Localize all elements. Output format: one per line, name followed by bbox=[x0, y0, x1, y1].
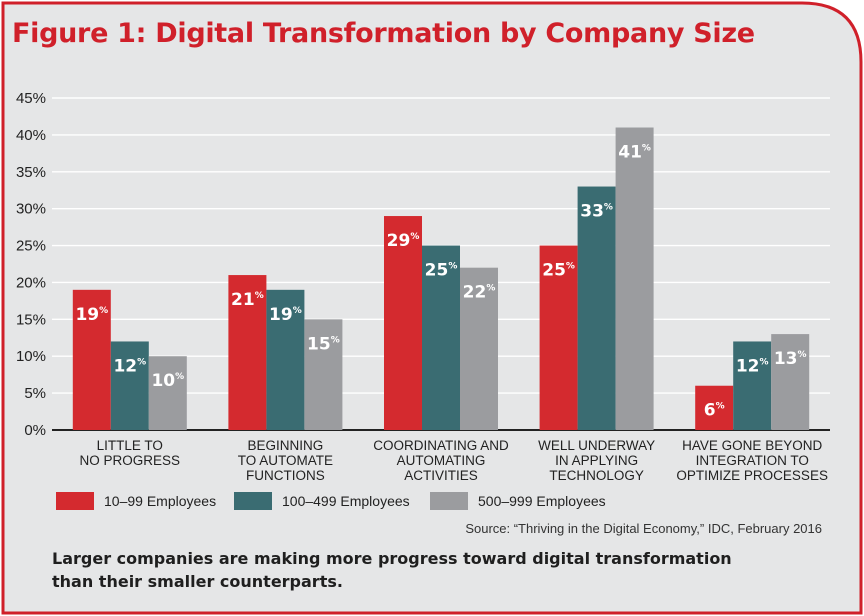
legend-label-10-99: 10–99 Employees bbox=[104, 493, 217, 509]
bar bbox=[422, 245, 460, 430]
bar bbox=[304, 319, 343, 430]
y-tick-label: 10% bbox=[16, 348, 46, 365]
bar bbox=[266, 289, 305, 430]
bar-value-label: 15% bbox=[307, 334, 340, 354]
bar bbox=[615, 127, 654, 430]
bar bbox=[148, 356, 187, 430]
legend-label-100-499: 100–499 Employees bbox=[282, 493, 410, 509]
bar bbox=[228, 275, 267, 430]
caption-line-1: Larger companies are making more progres… bbox=[52, 549, 732, 568]
x-tick-label: COORDINATING AND AUTOMATING ACTIVITIES bbox=[373, 438, 509, 483]
y-tick-label: 0% bbox=[24, 422, 46, 439]
bar-value-label: 33% bbox=[580, 202, 613, 222]
bar-value-label: 12% bbox=[736, 356, 769, 376]
bar bbox=[384, 216, 422, 430]
bar-value-label: 41% bbox=[618, 143, 651, 163]
bar-value-label: 22% bbox=[463, 283, 496, 303]
bar bbox=[110, 341, 149, 430]
y-tick-label: 5% bbox=[24, 385, 46, 402]
x-tick-label: WELL UNDERWAY IN APPLYING TECHNOLOGY bbox=[538, 438, 655, 483]
bar-value-label: 19% bbox=[269, 305, 302, 325]
bar bbox=[577, 186, 616, 430]
source-note: Source: “Thriving in the Digital Economy… bbox=[465, 521, 822, 536]
bar-value-label: 13% bbox=[774, 349, 807, 369]
bar-value-label: 19% bbox=[75, 305, 108, 325]
y-tick-label: 35% bbox=[16, 164, 46, 181]
y-tick-label: 45% bbox=[16, 90, 46, 107]
chart-title: Figure 1: Digital Transformation by Comp… bbox=[12, 18, 755, 49]
bar-value-label: 25% bbox=[425, 261, 458, 281]
bar-value-label: 6% bbox=[704, 401, 725, 421]
legend-item-500-999: 500–999 Employees bbox=[430, 492, 606, 510]
y-tick-label: 20% bbox=[16, 274, 46, 291]
bar-value-label: 25% bbox=[542, 261, 575, 281]
bar-value-label: 12% bbox=[113, 356, 146, 376]
bar bbox=[460, 267, 498, 430]
bar bbox=[733, 341, 772, 430]
y-tick-label: 30% bbox=[16, 201, 46, 218]
y-tick-label: 40% bbox=[16, 127, 46, 144]
caption-line-2: than their smaller counterparts. bbox=[52, 572, 343, 591]
caption: Larger companies are making more progres… bbox=[52, 547, 812, 593]
legend-label-500-999: 500–999 Employees bbox=[478, 493, 606, 509]
legend-swatch-500-999 bbox=[430, 492, 468, 510]
y-tick-label: 15% bbox=[16, 311, 46, 328]
y-tick-label: 25% bbox=[16, 238, 46, 255]
bar bbox=[695, 385, 734, 430]
bar bbox=[539, 245, 578, 430]
legend-swatch-100-499 bbox=[234, 492, 272, 510]
x-tick-label: LITTLE TO NO PROGRESS bbox=[80, 438, 181, 468]
legend-swatch-10-99 bbox=[56, 492, 94, 510]
bar bbox=[72, 289, 111, 430]
bar-value-label: 21% bbox=[231, 290, 264, 310]
legend-item-100-499: 100–499 Employees bbox=[234, 492, 410, 510]
legend-item-10-99: 10–99 Employees bbox=[56, 492, 216, 510]
x-tick-label: HAVE GONE BEYOND INTEGRATION TO OPTIMIZE P… bbox=[676, 438, 828, 483]
x-tick-label: BEGINNING TO AUTOMATE FUNCTIONS bbox=[238, 438, 333, 483]
bar bbox=[771, 334, 810, 430]
bar-value-label: 10% bbox=[151, 371, 184, 391]
bar-value-label: 29% bbox=[387, 231, 420, 251]
